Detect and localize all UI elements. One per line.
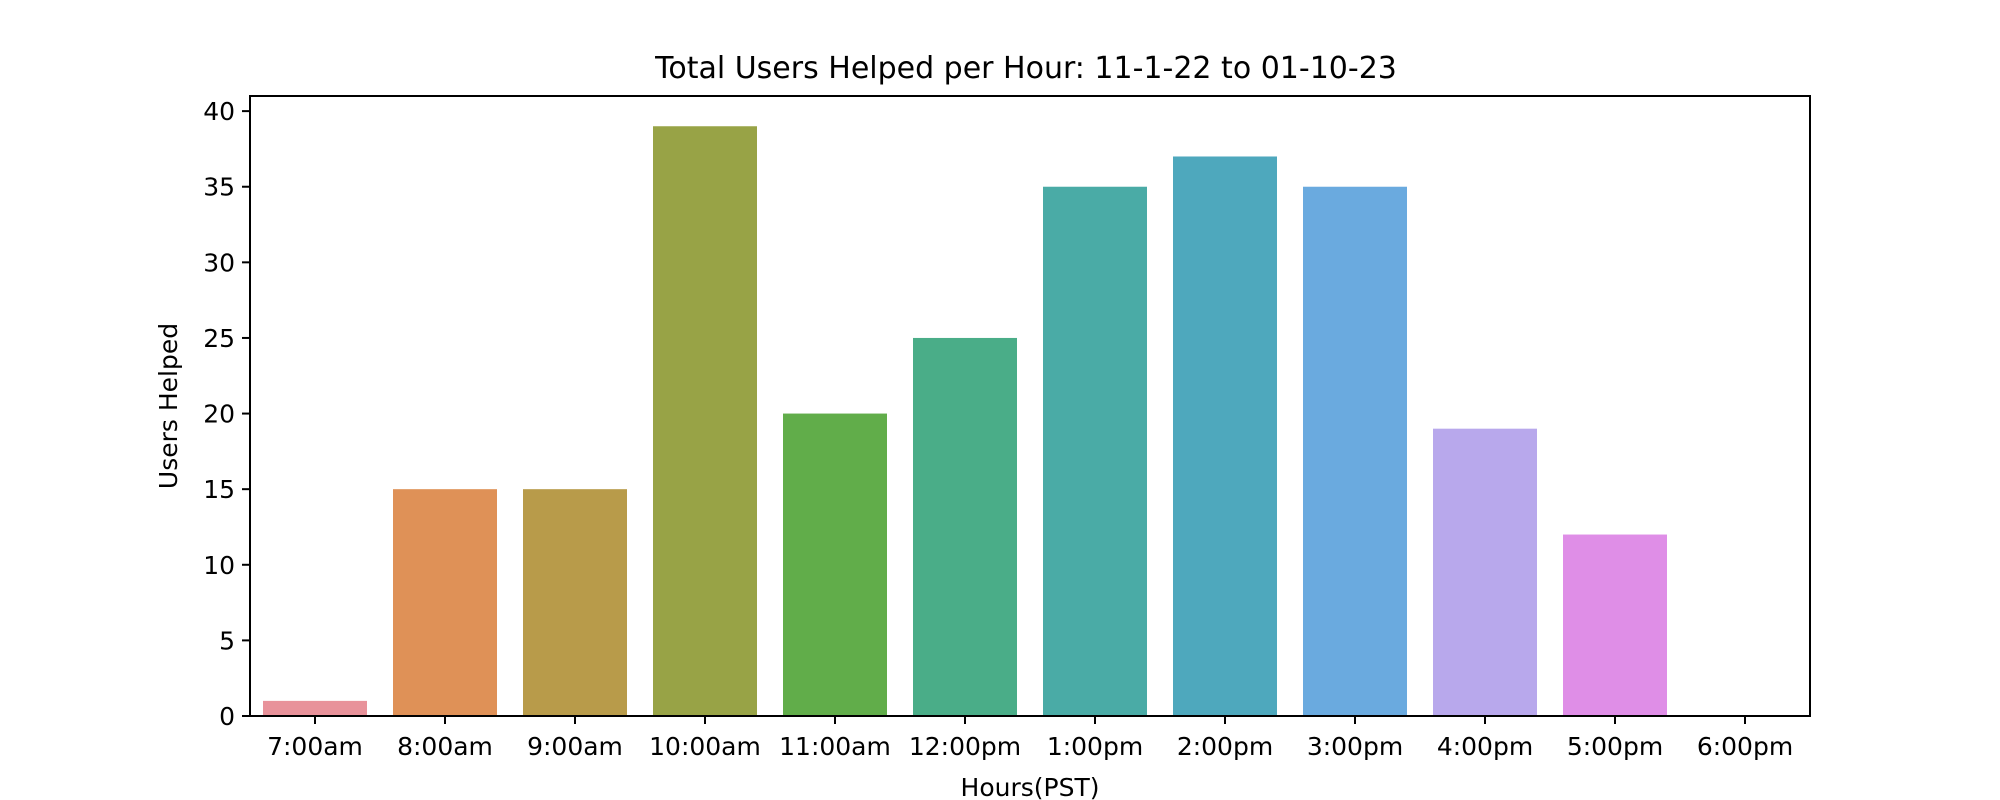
bar-1200pm — [913, 337, 1017, 716]
y-tick-label: 10 — [203, 551, 235, 580]
x-tick-label: 5:00pm — [1567, 732, 1663, 761]
x-tick-label: 11:00am — [779, 732, 891, 761]
x-tick-label: 10:00am — [649, 732, 761, 761]
x-tick-label: 8:00am — [397, 732, 493, 761]
plot-frame — [249, 95, 1811, 717]
x-tick-label: 6:00pm — [1697, 732, 1793, 761]
chart-title: Total Users Helped per Hour: 11-1-22 to … — [654, 51, 1397, 86]
y-tick-label: 0 — [219, 702, 235, 731]
x-tick-label: 9:00am — [527, 732, 623, 761]
bar-700am — [263, 700, 367, 716]
y-tick-label: 40 — [203, 97, 235, 126]
x-tick-label: 2:00pm — [1177, 732, 1273, 761]
bar-100pm — [1043, 186, 1147, 717]
x-tick-label: 3:00pm — [1307, 732, 1403, 761]
bar-1000am — [653, 126, 757, 717]
x-tick-label: 4:00pm — [1437, 732, 1533, 761]
y-axis-label: Users Helped — [154, 323, 183, 489]
y-tick-label: 25 — [203, 324, 235, 353]
x-axis: 7:00am 8:00am 9:00am 10:00am 11:00am 12:00pm 1… — [267, 716, 1793, 761]
y-tick-label: 15 — [203, 475, 235, 504]
bar-500pm — [1563, 534, 1667, 716]
bar-800am — [393, 489, 497, 716]
y-axis: 0 5 10 15 20 25 30 35 40 — [203, 97, 250, 731]
x-tick-label: 12:00pm — [909, 732, 1021, 761]
bar-900am — [523, 489, 627, 716]
y-tick-label: 5 — [219, 626, 235, 655]
bar-1100am — [783, 413, 887, 716]
bar-300pm — [1303, 186, 1407, 717]
y-tick-label: 20 — [203, 400, 235, 429]
x-tick-label: 7:00am — [267, 732, 363, 761]
x-axis-label: Hours(PST) — [961, 773, 1100, 800]
y-tick-label: 35 — [203, 173, 235, 202]
bar-400pm — [1433, 428, 1537, 716]
y-tick-label: 30 — [203, 248, 235, 277]
x-tick-label: 1:00pm — [1047, 732, 1143, 761]
bar-group — [263, 126, 1667, 717]
bar-200pm — [1173, 156, 1277, 717]
